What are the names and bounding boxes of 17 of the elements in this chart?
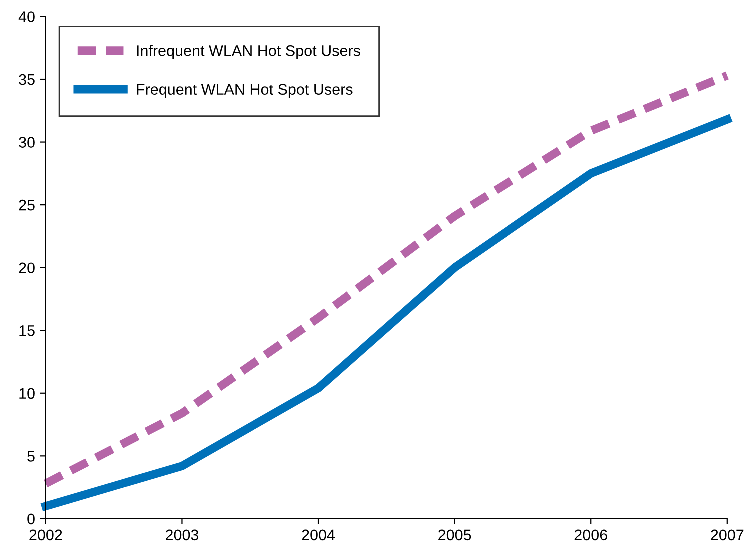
y-tick-label: 10 [20, 388, 35, 400]
x-tick-label: 2003 [166, 530, 199, 541]
y-tick-label: 0 [28, 514, 35, 525]
legend-label: Infrequent WLAN Hot Spot Users [137, 45, 360, 60]
y-tick-label: 5 [28, 451, 35, 462]
y-tick-label: 40 [18, 12, 35, 22]
x-tick-label: 2006 [574, 530, 608, 541]
x-tick-label: 2004 [302, 530, 336, 541]
legend-label: Frequent WLAN Hot Spot Users [137, 84, 353, 98]
x-tick-label: 2007 [711, 530, 744, 541]
y-tick-label: 30 [19, 137, 35, 148]
y-tick-label: 25 [19, 200, 35, 211]
x-tick-label: 2002 [30, 530, 62, 541]
y-tick-label: 35 [19, 74, 35, 86]
y-tick-label: 20 [19, 262, 35, 274]
y-tick-label: 15 [20, 326, 35, 336]
x-tick-label: 2005 [438, 530, 472, 541]
